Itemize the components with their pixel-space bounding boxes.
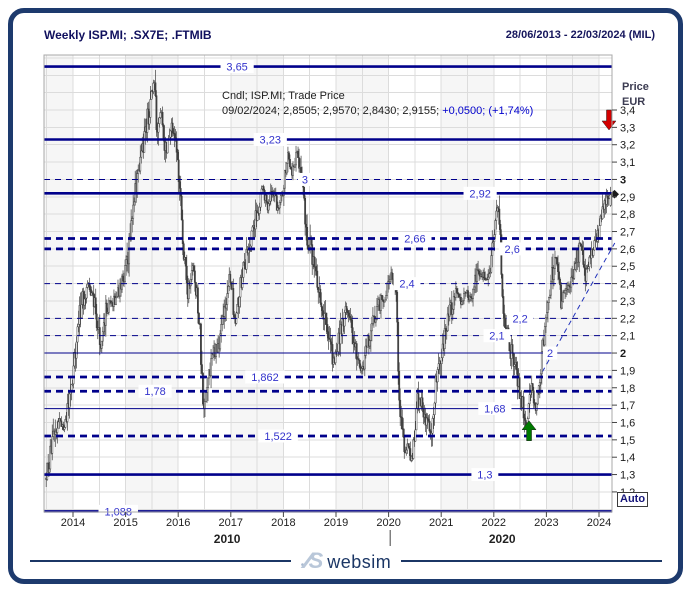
svg-text:2,1: 2,1	[489, 331, 504, 343]
svg-text:2,6: 2,6	[620, 244, 635, 256]
svg-text:2,4: 2,4	[399, 279, 414, 291]
svg-text:2,3: 2,3	[620, 296, 635, 308]
svg-text:2019: 2019	[324, 517, 348, 529]
svg-text:1,4: 1,4	[620, 452, 635, 464]
logo-brand-name: websim	[327, 552, 392, 572]
websim-footer: • ⁄⁄S websim	[30, 548, 662, 574]
svg-text:1,862: 1,862	[251, 372, 279, 384]
svg-text:2,6: 2,6	[505, 244, 520, 256]
svg-text:1,5: 1,5	[620, 435, 635, 447]
x-axis[interactable]: 2014 2015 2016 2017 2018 2019 2020 2021 2022 2023…	[61, 512, 611, 529]
y-axis[interactable]: 3,4 3,3 3,2 3,1 3 2,9 2,8 2,7 2,6 2,5 2,4 2,3 2,2 2,1…	[612, 105, 635, 499]
svg-text:3: 3	[302, 174, 308, 186]
svg-text:1,68: 1,68	[484, 404, 505, 416]
price-axis-title-line2: EUR	[622, 96, 646, 108]
decade-labels: 2010 2020	[214, 530, 516, 546]
svg-text:1,7: 1,7	[620, 400, 635, 412]
svg-text:2020: 2020	[376, 517, 400, 529]
svg-text:2010: 2010	[214, 532, 241, 546]
svg-text:1,522: 1,522	[264, 431, 292, 443]
svg-text:2021: 2021	[429, 517, 453, 529]
svg-text:2023: 2023	[534, 517, 558, 529]
websim-logo: • ⁄⁄S websim	[291, 548, 402, 574]
svg-text:3,1: 3,1	[620, 157, 635, 169]
svg-text:2018: 2018	[271, 517, 295, 529]
svg-text:2020: 2020	[489, 532, 516, 546]
svg-text:3,4: 3,4	[620, 105, 635, 117]
level-labels: 3,65 3,23 3 2,92 2,66 2,6 2,4 2,2 2,1 2 1,862 1,78 1…	[98, 60, 558, 518]
footer-divider-left	[30, 560, 291, 562]
price-axis-title-line1: Price	[622, 81, 649, 93]
svg-text:2015: 2015	[113, 517, 137, 529]
page-title: Weekly ISP.MI; .SX7E; .FTMIB	[44, 28, 212, 42]
price-axis-title: Price EUR	[622, 80, 649, 110]
annotation-change: +0,0500; (+1,74%)	[442, 105, 534, 117]
svg-text:1,6: 1,6	[620, 417, 635, 429]
svg-text:2,2: 2,2	[512, 313, 527, 325]
logo-dot: •	[300, 560, 305, 571]
svg-text:2014: 2014	[61, 517, 85, 529]
svg-text:2: 2	[620, 348, 626, 360]
svg-text:3: 3	[620, 174, 626, 186]
auto-scale-button[interactable]: Auto	[617, 492, 649, 507]
logo-mark-icon: ⁄⁄S	[305, 548, 323, 573]
trend-line	[541, 242, 616, 373]
svg-text:1,8: 1,8	[620, 383, 635, 395]
date-range-label: 28/06/2013 - 22/03/2024 (MIL)	[505, 29, 655, 41]
candlestick-series	[45, 69, 612, 487]
svg-text:2024: 2024	[587, 517, 611, 529]
svg-text:2,5: 2,5	[620, 261, 635, 273]
svg-text:3,3: 3,3	[620, 122, 635, 134]
svg-text:2017: 2017	[219, 517, 243, 529]
footer-divider-right	[401, 560, 662, 562]
svg-text:1,9: 1,9	[620, 365, 635, 377]
svg-text:1,3: 1,3	[477, 470, 492, 482]
svg-text:2: 2	[547, 348, 553, 360]
svg-text:2,92: 2,92	[469, 188, 490, 200]
svg-text:2022: 2022	[482, 517, 506, 529]
svg-text:2,7: 2,7	[620, 227, 635, 239]
up-arrow-icon	[521, 420, 537, 441]
svg-text:2016: 2016	[166, 517, 190, 529]
svg-text:1,78: 1,78	[144, 386, 165, 398]
annotation-values-line: 09/02/2024; 2,8505; 2,9570; 2,8430; 2,91…	[222, 104, 533, 119]
svg-text:2,1: 2,1	[620, 331, 635, 343]
candle-annotation: Cndl; ISP.MI; Trade Price 09/02/2024; 2,…	[222, 89, 533, 119]
svg-text:3,23: 3,23	[260, 135, 281, 147]
svg-text:2,2: 2,2	[620, 313, 635, 325]
annotation-ohlc: 09/02/2024; 2,8505; 2,9570; 2,8430; 2,91…	[222, 105, 443, 117]
svg-text:2,9: 2,9	[620, 192, 635, 204]
svg-text:2,4: 2,4	[620, 279, 635, 291]
svg-text:2,66: 2,66	[404, 233, 425, 245]
svg-text:3,65: 3,65	[226, 62, 247, 74]
svg-text:3,2: 3,2	[620, 140, 635, 152]
last-price-marker	[610, 189, 619, 199]
svg-text:1,3: 1,3	[620, 470, 635, 482]
svg-text:2,8: 2,8	[620, 209, 635, 221]
annotation-series-line: Cndl; ISP.MI; Trade Price	[222, 90, 345, 102]
